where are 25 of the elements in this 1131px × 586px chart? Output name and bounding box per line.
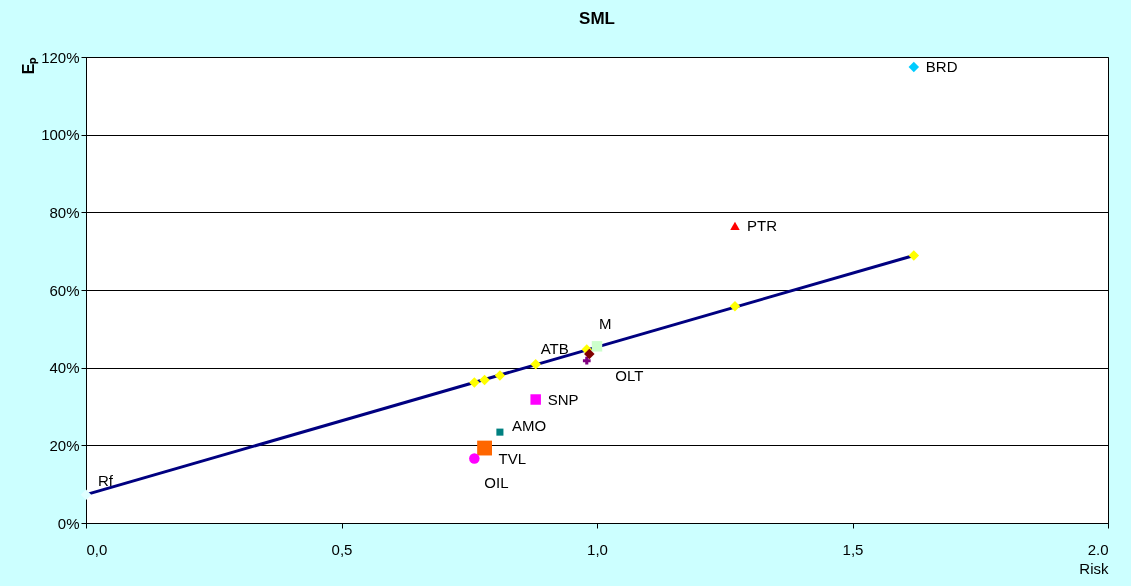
x-tick-label: 1,0 xyxy=(587,540,608,558)
series-label: OLT xyxy=(615,367,644,385)
series-label: ATB xyxy=(540,339,569,357)
series-label: M xyxy=(599,315,612,333)
y-tick-label: 100% xyxy=(41,126,80,144)
y-tick-label: 120% xyxy=(41,48,80,66)
series-label: Rf xyxy=(98,471,114,489)
y-tick-label: 0% xyxy=(57,514,80,532)
series-label: AMO xyxy=(511,417,547,435)
y-tick-label: 80% xyxy=(49,203,80,221)
series-label: PTR xyxy=(746,216,778,234)
y-axis-title: Eₚ xyxy=(20,56,40,75)
series-label: TVL xyxy=(498,450,527,468)
series-label: OIL xyxy=(484,473,509,491)
x-tick-label: 2.0 xyxy=(1087,540,1109,558)
x-tick-label: 1,5 xyxy=(842,540,864,558)
series-label: SNP xyxy=(547,390,579,408)
y-tick-label: 60% xyxy=(49,281,80,299)
x-tick-label: 0,0 xyxy=(86,540,108,558)
y-tick-label: 40% xyxy=(49,359,80,377)
y-tick-label: 20% xyxy=(49,436,80,454)
series-label: BRD xyxy=(925,58,958,76)
chart-title: SML xyxy=(579,9,615,28)
x-tick-label: 0,5 xyxy=(331,540,353,558)
x-axis-title: Risk xyxy=(1079,559,1109,577)
